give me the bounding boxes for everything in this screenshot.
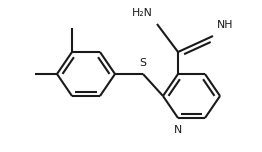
Text: S: S [139, 58, 146, 68]
Text: H₂N: H₂N [132, 8, 153, 18]
Text: NH: NH [217, 20, 233, 30]
Text: N: N [174, 125, 182, 135]
